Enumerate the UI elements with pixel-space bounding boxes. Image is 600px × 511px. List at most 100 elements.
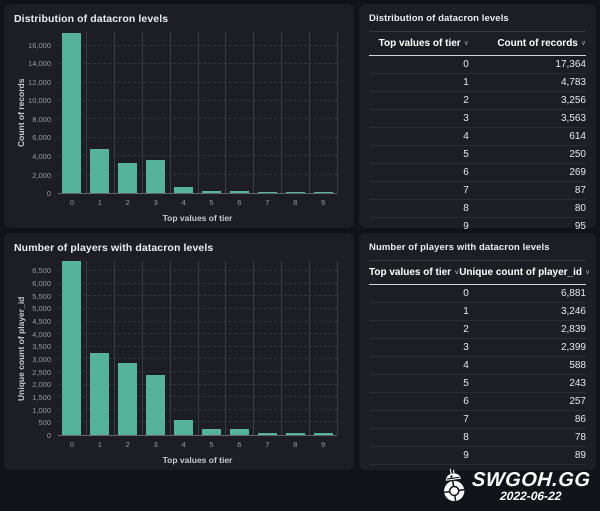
bar-slot [58,32,86,193]
bar-tier-4[interactable] [174,187,194,193]
panel-table-unique-players: Number of players with datacron levels T… [359,233,596,470]
table-cell: 89 [574,450,586,461]
table-cell: 78 [574,432,586,443]
table-cell: 4 [463,131,469,142]
table-cell: 257 [569,396,586,407]
bar-slot [114,32,142,193]
x-tick-label: 6 [237,440,242,449]
bar-series [58,32,337,193]
bar-tier-3[interactable] [146,160,166,193]
table-cell: 6 [463,396,469,407]
x-tick-label: 7 [265,198,270,207]
x-tick-label: 0 [69,440,75,449]
bar-tier-4[interactable] [174,420,194,435]
x-tick-label: 9 [321,198,326,207]
table-cell: 4 [463,360,469,371]
y-tick-label: 16,000 [28,40,51,50]
table-cell: 17,364 [555,59,586,70]
table-cell: 6,881 [560,288,586,299]
table-cell: 3 [463,113,469,124]
bar-tier-5[interactable] [202,190,221,193]
bar-tier-6[interactable] [229,190,249,193]
y-tick-label: 0 [46,189,51,198]
table-row: 5 243 [369,375,586,393]
bar-tier-1[interactable] [90,353,110,435]
bar-chart-unique-players: 0 500 1,000 1,500 2,000 2,500 3,000 3,500 4,000 4… [14,257,344,465]
y-tick-label: 6,500 [32,266,51,276]
bar-tier-7[interactable] [257,192,277,193]
table-row: 0 6,881 [369,285,586,303]
sort-chevron-icon: ∨ [580,40,586,47]
bar-tier-6[interactable] [229,428,249,435]
bar-slot [142,261,170,435]
bb8-droid-icon [443,468,464,502]
table-row: 2 3,256 [369,92,586,110]
panel-title: Number of players with datacron levels [14,242,214,254]
x-tick-label: 4 [181,440,186,449]
v-gridline [141,261,143,435]
column-header-top-values-of-tier[interactable]: Top values of tier ∨ [369,267,459,278]
v-gridline [85,32,87,193]
column-header-unique-count-of-player-id[interactable]: Unique count of player_id ∨ [459,267,590,278]
y-axis: 0 2,000 4,000 6,000 8,000 10,000 12,000 14,000 1… [14,32,58,197]
v-gridline [197,261,199,435]
bar-slot [281,261,309,435]
table-cell: 3,256 [560,95,586,106]
table-cell: 8 [463,432,469,443]
bar-slot [114,261,142,435]
table-cell: 95 [574,221,586,232]
y-axis-title: Count of records [16,78,26,148]
v-gridline [113,32,115,193]
plot-area [58,261,338,436]
y-tick-label: 2,000 [32,170,51,180]
bar-tier-7[interactable] [257,432,277,435]
x-tick-label: 0 [69,198,75,207]
table-cell: 269 [569,167,586,178]
bar-tier-8[interactable] [285,433,305,435]
table-cell: 2 [463,95,469,106]
column-header-top-values-of-tier[interactable]: Top values of tier ∨ [369,38,469,49]
table-row: 7 87 [369,182,586,200]
bar-tier-2[interactable] [118,163,138,193]
bar-tier-0[interactable] [62,33,82,193]
column-header-label: Unique count of player_id [459,267,582,278]
bar-tier-8[interactable] [285,192,305,193]
bar-slot [225,261,253,435]
table-cell: 0 [463,59,469,70]
y-tick-label: 5,500 [32,291,51,301]
table-row: 2 2,839 [369,321,586,339]
bar-tier-1[interactable] [90,149,110,193]
v-gridline [281,32,283,193]
bar-tier-2[interactable] [118,363,138,435]
table-cell: 0 [463,288,469,299]
v-gridline [281,261,283,435]
table-cell: 7 [463,414,469,425]
v-gridline [337,32,338,193]
report-date: 2022-06-22 [499,488,562,503]
bar-slot [170,32,198,193]
table-cell: 3,246 [560,306,586,317]
y-tick-label: 6,000 [32,133,51,143]
table-row: 3 3,563 [369,110,586,128]
y-tick-label: 8,000 [32,114,51,124]
table-cell: 250 [569,149,586,160]
bar-tier-0[interactable] [62,261,82,435]
bar-tier-9[interactable] [313,192,333,193]
y-tick-label: 3,500 [32,342,51,352]
table-cell: 9 [463,450,469,461]
swgoh-gg-branding: SWGOH.GG 2022-06-22 [437,467,591,505]
v-gridline [253,32,255,193]
x-tick-label: 4 [181,198,186,207]
sort-chevron-icon: ∨ [463,40,469,47]
column-header-label: Top values of tier [369,267,452,278]
bar-tier-5[interactable] [202,428,221,435]
panel-chart-unique-players: Number of players with datacron levels 0… [4,233,354,470]
v-gridline [141,32,143,193]
bar-tier-9[interactable] [313,432,333,435]
sort-chevron-icon: ∨ [584,269,591,276]
bar-tier-3[interactable] [146,374,166,435]
column-header-count-of-records[interactable]: Count of records ∨ [469,38,586,49]
y-tick-label: 10,000 [28,96,51,106]
table-cell: 7 [463,185,469,196]
y-tick-label: 6,000 [32,278,51,288]
